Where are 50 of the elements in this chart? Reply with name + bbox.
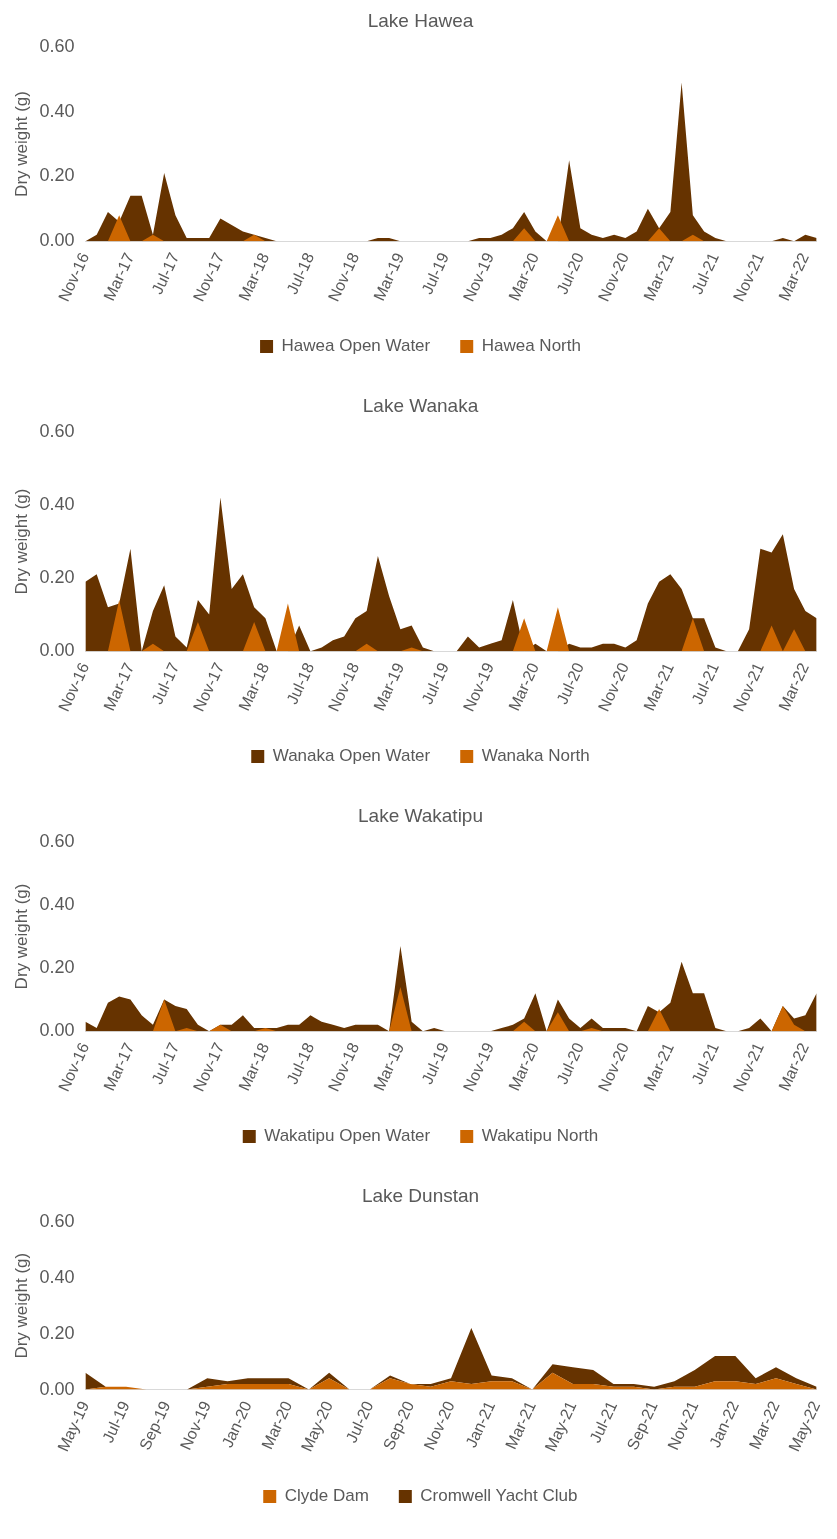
y-tick-label: 0.60 (39, 1210, 75, 1231)
chart-title: Lake Wanaka (362, 394, 479, 416)
x-tick-label: Jul-21 (586, 1398, 621, 1446)
legend-label: Hawea North (481, 336, 581, 356)
x-tick-label: Jul-18 (283, 1040, 318, 1087)
y-tick-label: 0.00 (39, 230, 75, 251)
x-tick-label: Jul-19 (418, 250, 453, 297)
y-axis-title: Dry weight (g) (11, 1252, 31, 1359)
x-tick-label: Jul-21 (688, 250, 723, 297)
x-tick-label: Jul-19 (418, 660, 453, 707)
x-tick-label: Jul-19 (98, 1398, 133, 1446)
chart-title: Lake Dunstan (361, 1184, 480, 1206)
x-tick-label: Jul-18 (283, 660, 318, 707)
x-tick-label: Jul-18 (283, 250, 318, 297)
x-tick-label: Jul-17 (148, 1040, 183, 1087)
legend-label: Wakatipu North (481, 1126, 599, 1146)
y-tick-label: 0.40 (39, 100, 75, 121)
legend-label: Wakatipu Open Water (264, 1126, 431, 1146)
y-axis-title: Dry weight (g) (11, 488, 31, 595)
x-tick-label: Jul-21 (688, 660, 723, 707)
x-tick-label: Jul-19 (418, 1040, 453, 1087)
y-tick-label: 0.00 (39, 640, 75, 661)
chart-title: Lake Hawea (367, 9, 474, 31)
x-tick-label: Jul-17 (148, 660, 183, 707)
x-tick-label: Jul-20 (342, 1398, 377, 1446)
x-tick-label: Jul-17 (148, 250, 183, 297)
y-tick-label: 0.20 (39, 567, 75, 587)
y-tick-label: 0.60 (39, 35, 75, 56)
y-tick-label: 0.20 (39, 1322, 75, 1343)
x-tick-label: Jul-20 (553, 1040, 588, 1087)
y-tick-label: 0.40 (39, 893, 75, 914)
y-tick-label: 0.40 (39, 493, 75, 514)
y-tick-label: 0.00 (39, 1020, 75, 1041)
y-tick-label: 0.20 (39, 165, 75, 186)
legend-label: Cromwell Yacht Club (420, 1486, 578, 1506)
y-axis-title: Dry weight (g) (11, 883, 31, 990)
y-tick-label: 0.40 (39, 1266, 75, 1287)
chart-title: Lake Wakatipu (358, 804, 483, 826)
y-tick-label: 0.00 (39, 1378, 75, 1399)
legend-label: Hawea Open Water (281, 336, 431, 356)
legend-label: Clyde Dam (284, 1486, 369, 1506)
y-tick-label: 0.60 (39, 830, 75, 851)
y-tick-label: 0.60 (39, 420, 75, 441)
y-axis-title: Dry weight (g) (11, 91, 31, 197)
legend-label: Wanaka North (481, 746, 590, 766)
legend-label: Wanaka Open Water (272, 746, 431, 766)
x-tick-label: Jul-20 (553, 250, 588, 297)
x-tick-label: Jul-20 (553, 660, 588, 707)
y-tick-label: 0.20 (39, 957, 75, 977)
x-tick-label: Jul-21 (688, 1040, 723, 1087)
